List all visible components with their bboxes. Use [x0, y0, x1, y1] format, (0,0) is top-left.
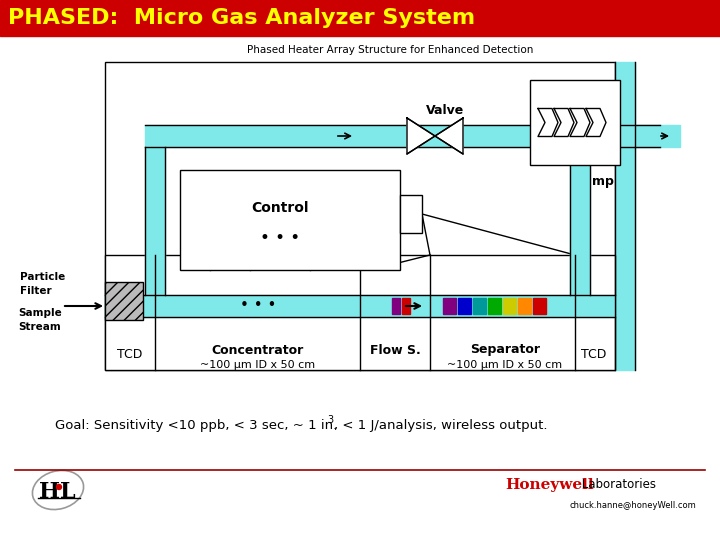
Text: 3: 3 — [327, 415, 333, 425]
Text: Pump: Pump — [575, 175, 615, 188]
Text: Honeywell: Honeywell — [505, 478, 593, 492]
Text: Phased Heater Array Structure for Enhanced Detection: Phased Heater Array Structure for Enhanc… — [247, 45, 534, 55]
Polygon shape — [538, 109, 558, 137]
Text: L: L — [60, 481, 76, 503]
Text: Sample
Stream: Sample Stream — [18, 308, 62, 332]
Bar — [392, 298, 400, 314]
Text: Separator: Separator — [470, 343, 540, 356]
Bar — [400, 195, 422, 233]
Text: Valve: Valve — [426, 104, 464, 117]
Bar — [443, 298, 456, 314]
Bar — [105, 255, 615, 370]
Text: Control: Control — [251, 201, 309, 215]
Text: • • •: • • • — [240, 299, 276, 314]
Bar — [458, 298, 471, 314]
Text: PHASED:  Micro Gas Analyzer System: PHASED: Micro Gas Analyzer System — [8, 8, 475, 28]
Text: TCD: TCD — [117, 348, 143, 361]
Text: TCD: TCD — [581, 348, 607, 361]
Bar — [145, 147, 165, 295]
Text: Concentrator: Concentrator — [212, 343, 304, 356]
Bar — [533, 298, 546, 314]
Bar — [402, 298, 410, 314]
Text: Particle
Filter: Particle Filter — [20, 272, 66, 295]
Bar — [180, 170, 400, 270]
Text: Flow S.: Flow S. — [369, 343, 420, 356]
Text: ~100 μm ID x 50 cm: ~100 μm ID x 50 cm — [200, 360, 315, 370]
Bar — [0, 0, 720, 36]
Polygon shape — [435, 118, 463, 154]
Text: Goal: Sensitivity <10 ppb, < 3 sec, ~ 1 in.: Goal: Sensitivity <10 ppb, < 3 sec, ~ 1 … — [55, 420, 337, 433]
Polygon shape — [407, 118, 435, 154]
Bar — [518, 298, 531, 314]
Bar — [145, 125, 575, 147]
Bar — [473, 298, 486, 314]
Bar — [105, 282, 143, 320]
Bar — [105, 295, 615, 317]
Bar — [488, 298, 501, 314]
Bar — [575, 125, 660, 147]
Text: Laboratories: Laboratories — [578, 478, 656, 491]
Text: H: H — [40, 481, 60, 503]
Polygon shape — [554, 109, 574, 137]
Polygon shape — [586, 109, 606, 137]
Text: , < 1 J/analysis, wireless output.: , < 1 J/analysis, wireless output. — [334, 420, 547, 433]
Bar — [635, 125, 680, 147]
Text: • • •: • • • — [260, 229, 300, 247]
Bar — [503, 298, 516, 314]
Polygon shape — [570, 109, 590, 137]
Text: ~100 μm ID x 50 cm: ~100 μm ID x 50 cm — [447, 360, 562, 370]
Bar — [530, 80, 620, 165]
Bar — [615, 62, 635, 370]
Ellipse shape — [32, 470, 84, 510]
Bar — [105, 62, 615, 370]
Circle shape — [56, 484, 61, 489]
Bar — [570, 147, 590, 295]
Text: chuck.hanne@honeyWell.com: chuck.hanne@honeyWell.com — [570, 501, 697, 510]
